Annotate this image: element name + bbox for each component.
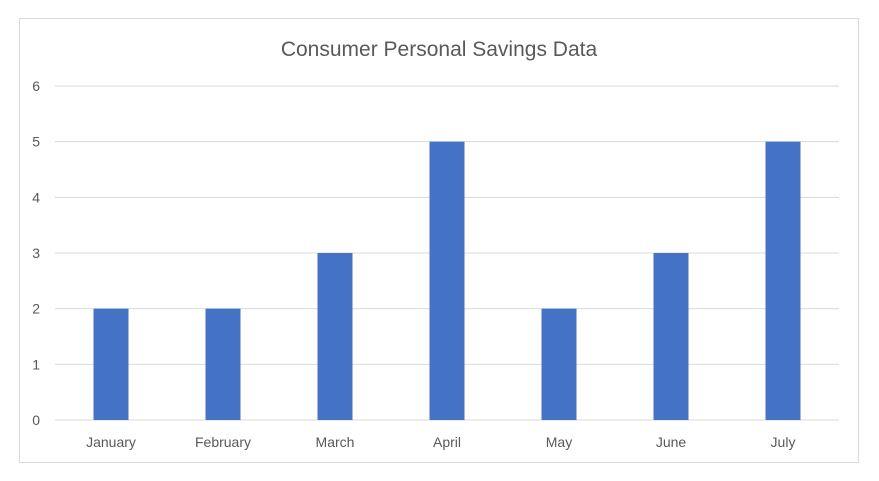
y-tick-label: 0 xyxy=(32,412,40,428)
y-tick-label: 6 xyxy=(32,78,40,94)
bar-january xyxy=(93,308,129,420)
y-tick-label: 5 xyxy=(32,134,40,150)
bar-february xyxy=(205,308,241,420)
y-tick-label: 3 xyxy=(32,245,40,261)
x-tick-label: May xyxy=(546,434,572,450)
x-tick-label: January xyxy=(86,434,136,450)
y-tick-label: 2 xyxy=(32,301,40,317)
y-tick-label: 4 xyxy=(32,189,40,205)
y-axis-ticks: 0 1 2 3 4 5 6 xyxy=(32,78,40,428)
x-tick-label: March xyxy=(316,434,355,450)
bar-march xyxy=(317,253,353,420)
bar-july xyxy=(765,141,801,420)
bar-may xyxy=(541,308,577,420)
x-tick-label: April xyxy=(433,434,461,450)
bar-june xyxy=(653,253,689,420)
chart-title: Consumer Personal Savings Data xyxy=(281,38,598,61)
x-tick-label: June xyxy=(656,434,687,450)
y-tick-label: 1 xyxy=(32,356,40,372)
x-tick-label: July xyxy=(771,434,796,450)
x-axis-ticks: January February March April May June July xyxy=(86,434,795,450)
bar-april xyxy=(429,141,465,420)
x-tick-label: February xyxy=(195,434,251,450)
bars xyxy=(93,141,801,420)
